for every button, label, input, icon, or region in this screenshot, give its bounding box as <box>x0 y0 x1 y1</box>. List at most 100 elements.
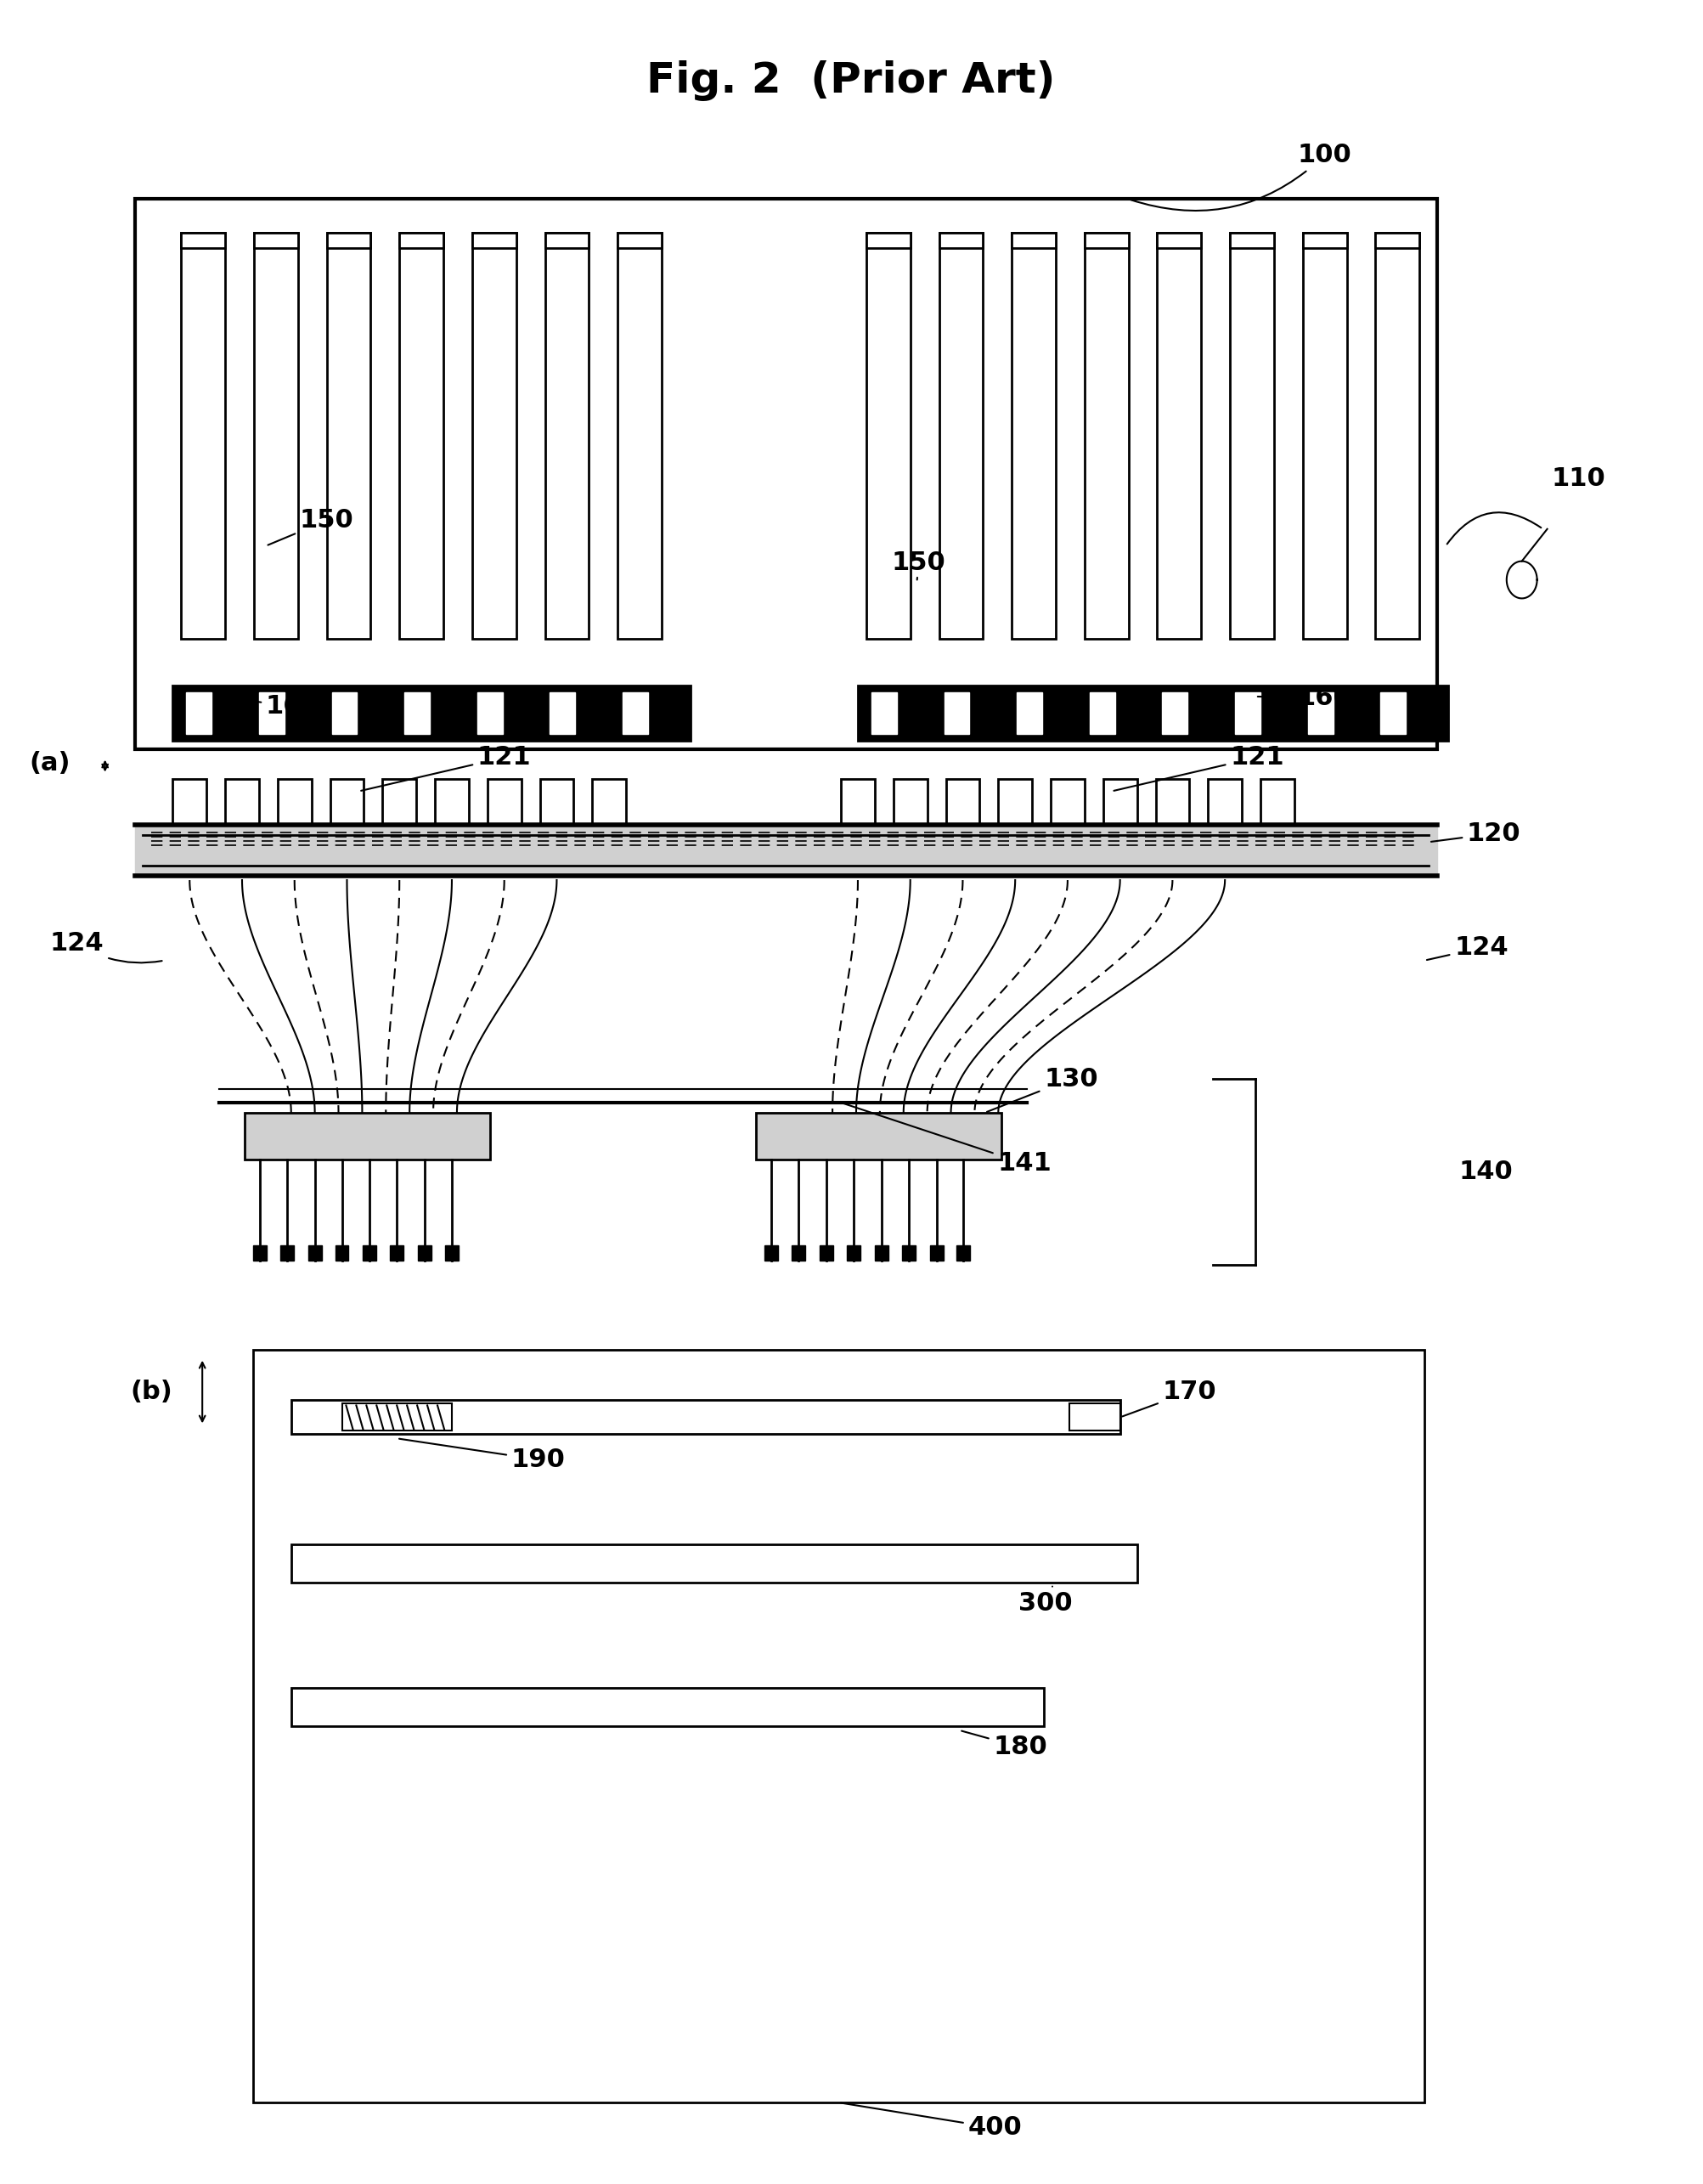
Bar <box>550 692 576 734</box>
Bar <box>291 1544 1138 1581</box>
Bar <box>330 778 364 826</box>
Bar <box>618 234 661 640</box>
Bar <box>1069 1404 1121 1431</box>
Bar <box>903 1245 915 1260</box>
Bar <box>957 1245 971 1260</box>
Bar <box>444 1245 458 1260</box>
Bar <box>1012 234 1056 249</box>
Bar <box>135 199 1437 749</box>
Bar <box>332 692 358 734</box>
Bar <box>938 234 983 249</box>
Bar <box>335 1245 349 1260</box>
Bar <box>327 234 371 249</box>
Bar <box>172 686 690 740</box>
Bar <box>1230 234 1274 249</box>
Text: 400: 400 <box>841 2103 1022 2140</box>
Text: 121: 121 <box>1114 745 1284 791</box>
Text: 124: 124 <box>49 930 162 963</box>
Bar <box>872 692 897 734</box>
Bar <box>545 234 589 249</box>
Bar <box>477 692 502 734</box>
Bar <box>254 1350 1425 2103</box>
Bar <box>945 778 979 826</box>
Bar <box>756 1112 1001 1160</box>
Text: Fig. 2  (Prior Art): Fig. 2 (Prior Art) <box>647 61 1056 100</box>
Bar <box>943 692 969 734</box>
Bar <box>291 1400 1121 1435</box>
Bar <box>1303 234 1347 640</box>
Text: 124: 124 <box>1427 935 1509 961</box>
Text: (a): (a) <box>29 751 70 775</box>
Bar <box>472 234 516 249</box>
Bar <box>390 1245 404 1260</box>
Bar <box>291 1688 1044 1725</box>
Text: 190: 190 <box>399 1439 565 1472</box>
Bar <box>858 686 1448 740</box>
Text: 141: 141 <box>843 1103 1051 1175</box>
Bar <box>254 234 298 640</box>
Bar <box>487 778 521 826</box>
Text: 300: 300 <box>1018 1586 1073 1616</box>
Bar <box>867 234 911 249</box>
Bar <box>1051 778 1085 826</box>
Bar <box>1260 778 1294 826</box>
Bar <box>1207 778 1241 826</box>
Text: 121: 121 <box>361 745 531 791</box>
Bar <box>308 1245 322 1260</box>
Bar <box>623 692 649 734</box>
Bar <box>1376 234 1420 640</box>
Bar <box>327 234 371 640</box>
Bar <box>1163 692 1187 734</box>
Bar <box>400 234 443 249</box>
Bar <box>417 1245 431 1260</box>
Bar <box>1085 234 1129 249</box>
Bar <box>172 778 206 826</box>
Text: 120: 120 <box>1431 821 1521 845</box>
Bar <box>792 1245 806 1260</box>
Bar <box>1235 692 1260 734</box>
Bar <box>181 234 225 249</box>
Bar <box>875 1245 889 1260</box>
Bar <box>342 1404 451 1431</box>
Bar <box>434 778 468 826</box>
Text: 180: 180 <box>962 1732 1047 1760</box>
Bar <box>545 234 589 640</box>
Bar <box>1017 692 1042 734</box>
Bar <box>765 1245 778 1260</box>
Bar <box>1376 234 1420 249</box>
Bar <box>181 234 225 640</box>
Bar <box>819 1245 833 1260</box>
Bar <box>1085 234 1129 640</box>
Bar <box>1308 692 1333 734</box>
Bar <box>405 692 429 734</box>
Bar <box>279 1245 293 1260</box>
Bar <box>1104 778 1138 826</box>
Bar <box>1158 234 1201 249</box>
Bar <box>938 234 983 640</box>
Text: 110: 110 <box>1551 465 1606 491</box>
Text: 140: 140 <box>1458 1160 1512 1184</box>
Bar <box>225 778 259 826</box>
Bar <box>867 234 911 640</box>
Bar <box>1012 234 1056 640</box>
Text: 160: 160 <box>235 695 320 719</box>
Text: 170: 170 <box>1122 1380 1216 1417</box>
Bar <box>363 1245 376 1260</box>
Text: 150: 150 <box>267 509 354 546</box>
Text: 130: 130 <box>988 1066 1098 1112</box>
Text: 100: 100 <box>1131 142 1352 210</box>
Bar <box>1090 692 1115 734</box>
Bar <box>894 778 926 826</box>
Bar <box>930 1245 943 1260</box>
Bar <box>400 234 443 640</box>
Bar <box>254 234 298 249</box>
Bar <box>259 692 284 734</box>
Bar <box>841 778 875 826</box>
Bar <box>1230 234 1274 640</box>
Bar <box>186 692 211 734</box>
Text: 160: 160 <box>1259 686 1352 710</box>
Bar <box>846 1245 860 1260</box>
Bar <box>1303 234 1347 249</box>
Bar <box>245 1112 490 1160</box>
Bar <box>1381 692 1407 734</box>
